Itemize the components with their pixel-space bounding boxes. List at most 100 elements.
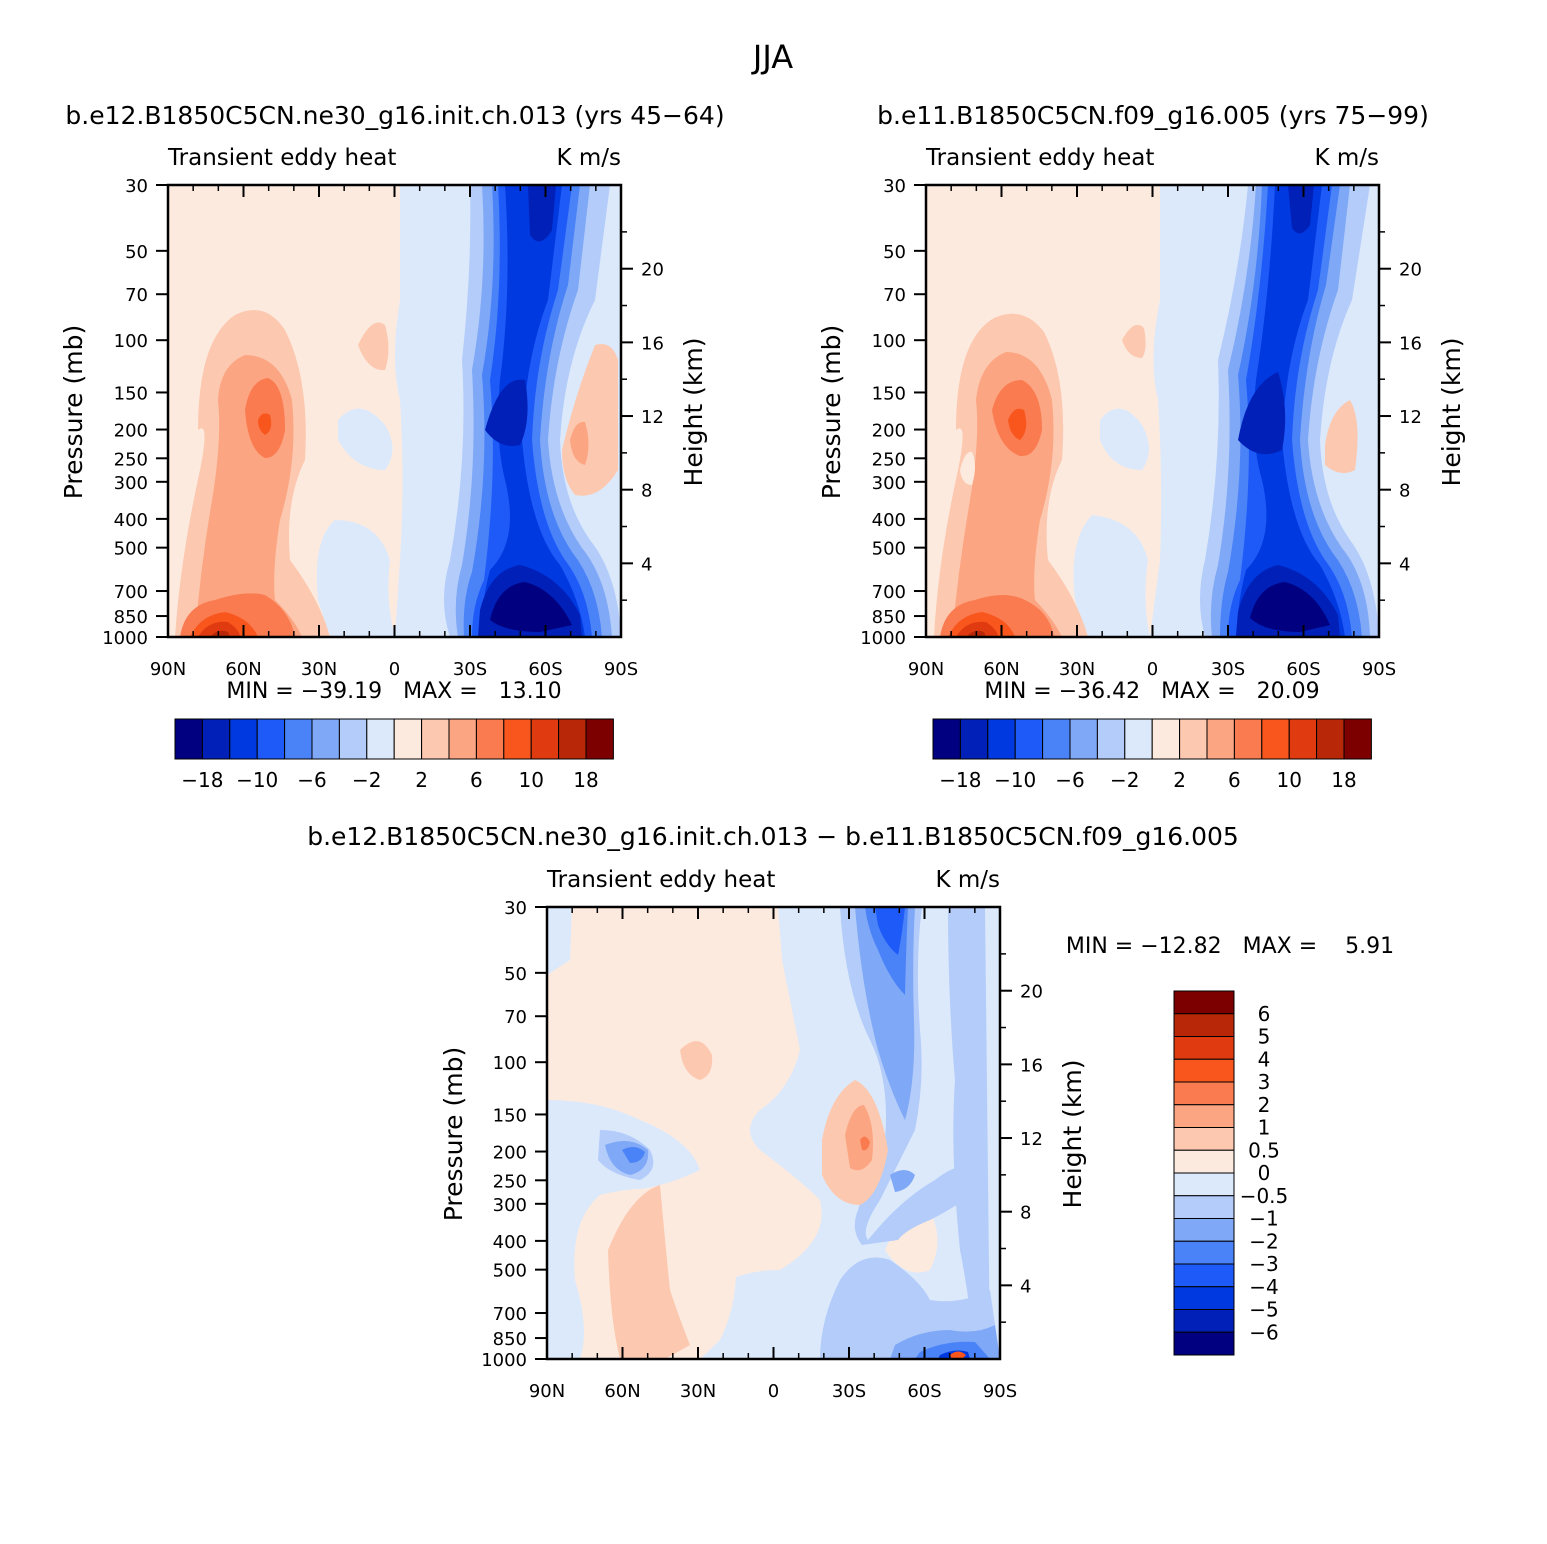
y-tick-label: 30 <box>883 176 906 197</box>
y-tick-label: 250 <box>872 449 906 470</box>
y-tick-label: 300 <box>114 473 148 494</box>
colorbar-label: 18 <box>573 768 598 792</box>
y2-tick-label: 4 <box>641 554 652 575</box>
y-tick-label: 150 <box>114 383 148 404</box>
colorbar-swatch <box>530 718 560 760</box>
y-tick-label: 1000 <box>860 628 906 649</box>
x-tick-label: 90N <box>150 659 186 680</box>
contour-weak-negative-region <box>1100 408 1149 470</box>
y-tick-label: 50 <box>883 242 906 263</box>
y-tick-label: 70 <box>504 1007 527 1028</box>
contour-field <box>547 907 1000 1359</box>
y-tick-label: 300 <box>872 473 906 494</box>
contour-weak-negative-region <box>547 1100 700 1359</box>
colorbar: −18 −10 −6 −2 2 6 10 18 <box>174 718 614 792</box>
y-tick-label: 1000 <box>481 1350 527 1371</box>
y2-tick-label: 8 <box>641 481 652 502</box>
x-tick-label: 30N <box>1059 659 1095 680</box>
x-tick-label: 60S <box>907 1381 941 1402</box>
x-tick-label: 60N <box>225 659 261 680</box>
colorbar-label: −2 <box>352 768 381 792</box>
colorbar-swatch <box>1173 1081 1235 1106</box>
colorbar-swatch <box>1316 718 1345 760</box>
colorbar-swatch <box>393 718 423 760</box>
colorbar-swatch <box>311 718 340 760</box>
y2-tick-label: 16 <box>1399 333 1422 354</box>
y-tick-label: 100 <box>872 331 906 352</box>
y2-tick-label: 16 <box>641 333 664 354</box>
colorbar-label: 3 <box>1258 1070 1271 1094</box>
x-tick-label: 60S <box>528 659 562 680</box>
panel-experiment: b.e11.B1850C5CN.f09_g16.005 (yrs 75−99) … <box>817 101 1466 792</box>
colorbar-label: 4 <box>1258 1047 1271 1071</box>
contour-positive-core <box>950 1351 966 1359</box>
colorbar-label: −10 <box>236 768 278 792</box>
colorbar-swatch <box>1124 718 1153 760</box>
colorbar-label: 10 <box>1276 768 1301 792</box>
min-max-stats: MIN = −39.19 MAX = 13.10 <box>226 679 561 704</box>
colorbar-label: 0 <box>1258 1161 1271 1185</box>
y-tick-label: 500 <box>872 539 906 560</box>
colorbar-swatch <box>475 718 505 760</box>
x-tick-label: 60N <box>983 659 1019 680</box>
x-tick-label: 30N <box>301 659 337 680</box>
x-tick-label: 90N <box>908 659 944 680</box>
colorbar-swatch <box>1173 1218 1235 1242</box>
min-max-stats: MIN = −12.82 MAX = 5.91 <box>1066 934 1394 959</box>
colorbar-swatch <box>1173 1013 1235 1037</box>
colorbar-label: 1 <box>1258 1116 1271 1140</box>
panel-variable-label: Transient eddy heat <box>546 867 775 893</box>
colorbar-label: −3 <box>1249 1252 1278 1276</box>
colorbar-label: 10 <box>518 768 543 792</box>
y2-tick-label: 12 <box>641 407 664 428</box>
colorbar-label: 5 <box>1258 1025 1271 1049</box>
colorbar-label: −18 <box>181 768 223 792</box>
colorbar-label: 2 <box>415 768 428 792</box>
x-tick-label: 90S <box>983 1381 1017 1402</box>
y-tick-label: 70 <box>883 285 906 306</box>
contour-negative-band <box>1228 185 1352 637</box>
axis-label-height: Height (km) <box>1058 1060 1087 1209</box>
colorbar-swatch <box>174 718 203 760</box>
colorbar-swatch <box>366 718 395 760</box>
colorbar-label: 6 <box>470 768 483 792</box>
axis-group: 90N 60N 30N 0 30S 60S 90S 30 50 70 100 150 200 250 300… <box>860 176 1422 680</box>
panel-variable-label: Transient eddy heat <box>925 145 1154 171</box>
contour-positive-region <box>845 1105 873 1171</box>
y2-tick-label: 8 <box>1399 481 1410 502</box>
x-tick-label: 0 <box>768 1381 779 1402</box>
colorbar-label: 0.5 <box>1248 1138 1280 1162</box>
x-tick-label: 0 <box>389 659 400 680</box>
colorbar: −18 −10 −6 −2 2 6 10 18 <box>932 718 1372 792</box>
axis-label-pressure: Pressure (mb) <box>439 1047 468 1221</box>
panel-units-label: K m/s <box>1314 145 1379 171</box>
contour-field <box>168 185 621 637</box>
x-tick-label: 30N <box>680 1381 716 1402</box>
contour-positive-region <box>570 421 589 465</box>
colorbar-swatch <box>1173 1058 1235 1083</box>
colorbar-swatch <box>1173 1104 1235 1128</box>
y2-tick-label: 12 <box>1399 407 1422 428</box>
colorbar-swatch <box>1042 718 1071 760</box>
colorbar-swatch <box>284 718 313 760</box>
contour-positive-region <box>358 322 389 371</box>
y-tick-label: 700 <box>872 582 906 603</box>
x-tick-label: 0 <box>1147 659 1158 680</box>
y-tick-label: 150 <box>493 1105 527 1126</box>
x-tick-label: 60S <box>1286 659 1320 680</box>
colorbar-swatch <box>1288 718 1318 760</box>
contour-negative-core <box>485 379 528 446</box>
panel-units-label: K m/s <box>935 867 1000 893</box>
y-tick-label: 400 <box>872 510 906 531</box>
colorbar-label: −5 <box>1249 1298 1278 1322</box>
axis-label-height: Height (km) <box>1437 338 1466 487</box>
x-tick-label: 90S <box>1362 659 1396 680</box>
colorbar-swatch <box>558 718 587 760</box>
y-tick-label: 700 <box>493 1304 527 1325</box>
y-tick-label: 250 <box>493 1171 527 1192</box>
contour-negative-band <box>948 907 990 1359</box>
x-tick-label: 30S <box>1211 659 1245 680</box>
contour-field <box>926 185 1379 637</box>
